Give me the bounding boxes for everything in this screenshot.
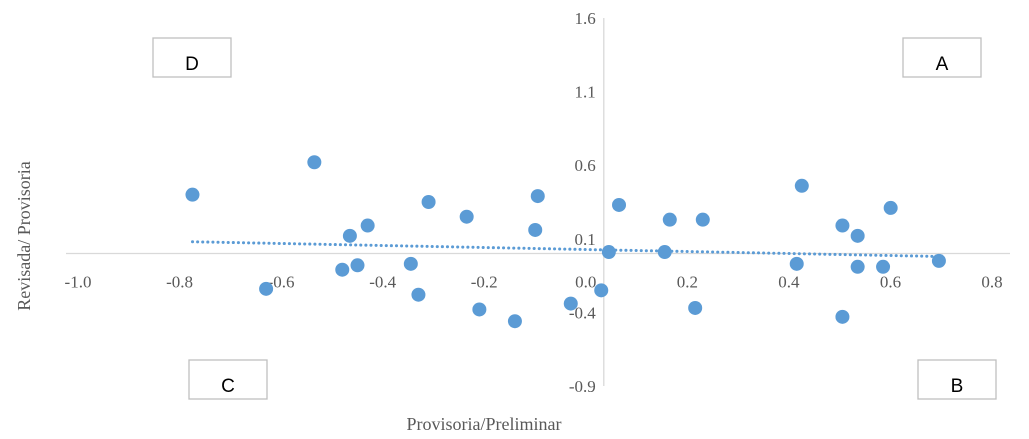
quadrant-a-box: A: [902, 37, 982, 78]
data-point: [472, 302, 487, 317]
data-point: [601, 245, 616, 260]
data-point: [695, 212, 710, 227]
data-point: [594, 283, 609, 298]
quadrant-b-label: B: [951, 376, 964, 397]
x-tick-label: -0.8: [166, 273, 193, 292]
data-point: [528, 222, 543, 237]
data-point: [883, 200, 898, 215]
x-tick-labels: -1.0 -0.8 -0.6 -0.4 -0.2 0.0 0.2 0.4 0.6 0.8: [65, 273, 1003, 292]
data-point: [335, 262, 350, 277]
data-point: [835, 218, 850, 233]
y-tick-label: -0.9: [569, 377, 596, 396]
data-point: [530, 189, 545, 204]
data-point: [350, 258, 365, 273]
data-point: [688, 300, 703, 315]
data-point: [563, 296, 578, 311]
data-points: [185, 155, 946, 329]
x-tick-label: 0.6: [880, 273, 901, 292]
quadrant-c-box: C: [188, 359, 268, 400]
trend-line: [190, 240, 941, 258]
data-point: [459, 209, 474, 224]
x-tick-label: 0.0: [575, 273, 596, 292]
data-point: [507, 314, 522, 329]
y-tick-label: 1.6: [575, 9, 596, 28]
quadrant-a-label: A: [936, 54, 949, 75]
data-point: [403, 256, 418, 271]
data-point: [850, 228, 865, 243]
y-axis-title: Revisada/ Provisoria: [14, 161, 34, 310]
quadrant-d-box: D: [152, 37, 232, 78]
x-tick-label: 0.4: [778, 273, 800, 292]
x-tick-label: -0.4: [369, 273, 396, 292]
x-tick-label: -0.2: [471, 273, 498, 292]
data-point: [411, 287, 426, 302]
quadrant-b-box: B: [917, 359, 997, 400]
quadrant-d-label: D: [185, 54, 199, 75]
data-point: [876, 259, 891, 274]
quadrant-c-label: C: [221, 376, 235, 397]
y-tick-labels: 1.61.10.60.1-0.4-0.9: [569, 9, 596, 396]
y-tick-label: 1.1: [575, 83, 596, 102]
data-point: [850, 259, 865, 274]
data-point: [421, 195, 436, 209]
data-point: [360, 218, 375, 233]
data-point: [662, 212, 677, 227]
y-tick-label: 0.6: [575, 156, 596, 175]
data-point: [835, 309, 850, 324]
x-tick-label: -0.6: [268, 273, 295, 292]
x-tick-label: 0.2: [677, 273, 698, 292]
x-axis-title: Provisoria/Preliminar: [407, 414, 562, 434]
x-tick-label: -1.0: [65, 273, 92, 292]
data-point: [307, 155, 322, 170]
data-point: [794, 178, 809, 193]
data-point: [185, 187, 200, 202]
data-point: [612, 197, 627, 212]
x-tick-label: 0.8: [981, 273, 1002, 292]
data-point: [657, 245, 672, 260]
data-point: [789, 256, 804, 271]
y-tick-label: 0.1: [575, 230, 596, 249]
data-point: [931, 253, 946, 268]
data-point: [259, 281, 274, 296]
data-point: [342, 228, 357, 243]
